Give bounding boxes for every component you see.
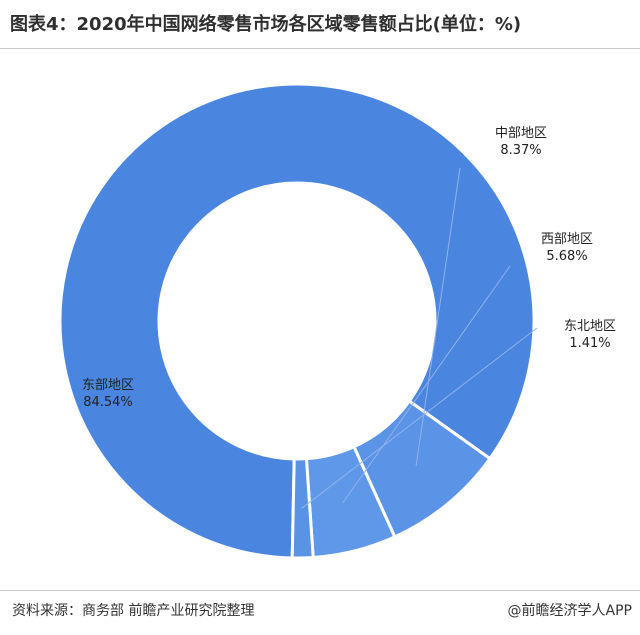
chart-title: 图表4：2020年中国网络零售市场各区域零售额占比(单位：%) xyxy=(10,14,522,35)
source-note: 资料来源：商务部 前瞻产业研究院整理 xyxy=(12,603,255,619)
category-label-1: 东部地区 xyxy=(82,378,134,393)
value-label-1: 84.54% xyxy=(83,395,133,410)
leader-line-4 xyxy=(301,327,538,509)
slices-group xyxy=(58,82,536,560)
slice-4 xyxy=(290,457,315,560)
value-label-3: 5.68% xyxy=(546,249,587,264)
footer-divider xyxy=(0,590,640,591)
donut-chart: 东部地区 84.54% 中部地区 8.37% 西部地区 5.68% 东北地区 1.41% xyxy=(58,82,616,560)
category-label-2: 中部地区 xyxy=(495,126,547,141)
value-label-4: 1.41% xyxy=(569,336,610,351)
value-label-2: 8.37% xyxy=(500,143,541,158)
category-label-4: 东北地区 xyxy=(564,319,616,334)
category-label-3: 西部地区 xyxy=(541,232,593,247)
leader-lines-group xyxy=(301,167,538,509)
leader-line-3 xyxy=(342,265,511,504)
title-divider xyxy=(0,48,640,49)
labels-group: 东部地区 84.54% 中部地区 8.37% 西部地区 5.68% 东北地区 1.41% xyxy=(82,126,616,410)
slice-1 xyxy=(58,82,536,560)
leader-line-2 xyxy=(415,167,461,466)
brand-credit: @前瞻经济学人APP xyxy=(507,603,632,619)
